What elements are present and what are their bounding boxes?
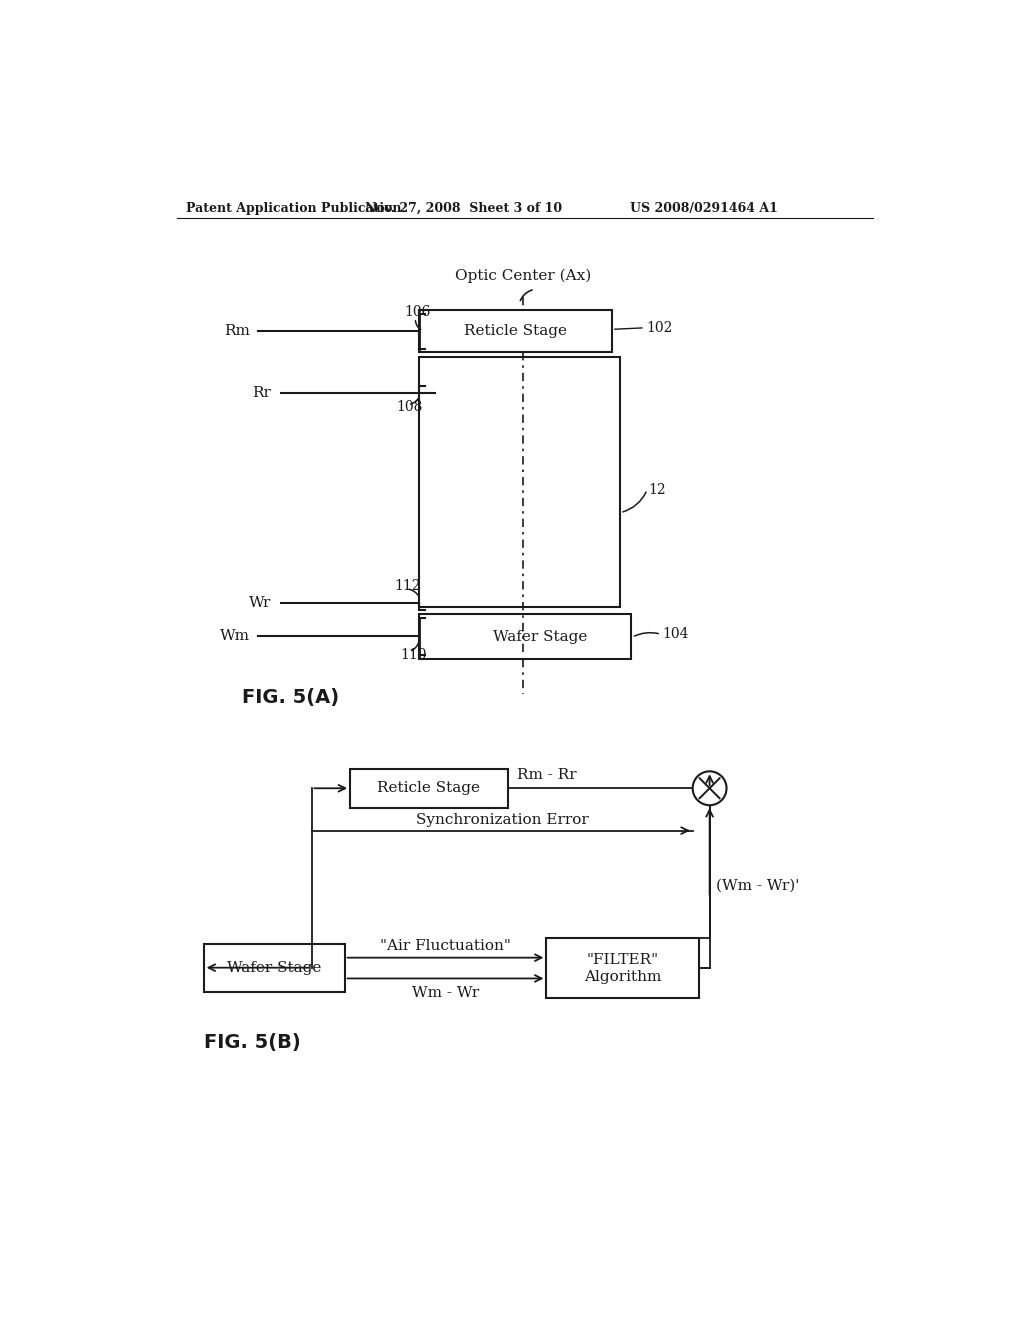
Text: 104: 104 <box>662 627 688 642</box>
Text: Wafer Stage: Wafer Stage <box>494 630 588 644</box>
FancyArrowPatch shape <box>412 639 420 651</box>
FancyArrowPatch shape <box>416 321 421 330</box>
Text: FIG. 5(A): FIG. 5(A) <box>243 688 339 708</box>
Text: Wr: Wr <box>249 595 271 610</box>
Text: "Air Fluctuation": "Air Fluctuation" <box>380 939 511 953</box>
Text: 102: 102 <box>646 321 673 335</box>
Text: US 2008/0291464 A1: US 2008/0291464 A1 <box>630 202 777 215</box>
Text: Rr: Rr <box>253 387 271 400</box>
Bar <box>204 944 345 991</box>
FancyArrowPatch shape <box>623 492 646 512</box>
Text: Reticle Stage: Reticle Stage <box>464 325 567 338</box>
Text: Rm: Rm <box>224 323 250 338</box>
Text: Rm - Rr: Rm - Rr <box>517 768 577 783</box>
Text: 106: 106 <box>403 305 430 319</box>
Text: 110: 110 <box>400 648 427 663</box>
Text: Wm - Wr: Wm - Wr <box>412 986 479 1001</box>
Bar <box>419 614 631 659</box>
Text: FIG. 5(B): FIG. 5(B) <box>204 1032 300 1052</box>
Bar <box>547 939 698 998</box>
FancyArrowPatch shape <box>634 632 658 636</box>
Text: 108: 108 <box>396 400 423 414</box>
Text: Optic Center (Ax): Optic Center (Ax) <box>455 268 592 282</box>
Text: Patent Application Publication: Patent Application Publication <box>186 202 401 215</box>
Text: Algorithm: Algorithm <box>584 970 662 985</box>
FancyArrowPatch shape <box>411 397 419 404</box>
Text: Wm: Wm <box>220 628 250 643</box>
Text: 12: 12 <box>648 483 666 496</box>
Text: Wafer Stage: Wafer Stage <box>227 961 322 974</box>
Text: 112: 112 <box>394 578 421 593</box>
Text: Reticle Stage: Reticle Stage <box>378 781 480 795</box>
FancyArrowPatch shape <box>409 589 419 597</box>
Bar <box>419 358 620 607</box>
Text: Synchronization Error: Synchronization Error <box>416 813 589 826</box>
Text: "FILTER": "FILTER" <box>587 953 658 968</box>
Bar <box>419 310 611 352</box>
Bar <box>350 770 508 808</box>
Text: (Wm - Wr)': (Wm - Wr)' <box>716 879 799 894</box>
Text: Nov. 27, 2008  Sheet 3 of 10: Nov. 27, 2008 Sheet 3 of 10 <box>365 202 562 215</box>
Circle shape <box>692 771 727 805</box>
